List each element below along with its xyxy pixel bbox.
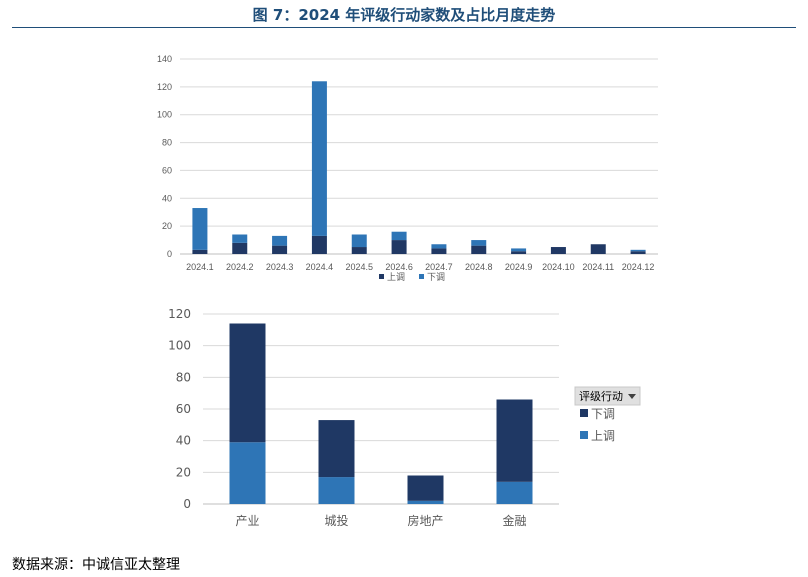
chart1-bar-upgrade [391, 240, 407, 254]
chart1-legend-swatch [419, 274, 424, 279]
chart2-bar-upgrade [318, 477, 355, 504]
chart1-x-tick: 2024.4 [306, 262, 334, 272]
chart2-y-tick: 0 [183, 497, 191, 511]
chart1-gridlines [180, 58, 658, 255]
chart2-y-tick: 60 [176, 402, 191, 416]
chart1-bar-downgrade [471, 240, 487, 246]
chart1-bar-upgrade [471, 245, 487, 254]
chart1-y-tick: 20 [162, 221, 172, 231]
chart1-bar-upgrade [590, 244, 606, 254]
chart1-bar-upgrade [511, 251, 527, 254]
chart2-legend-swatch [580, 409, 588, 417]
chart2-x-tick: 金融 [502, 513, 526, 528]
chart2-bar-downgrade [229, 323, 266, 443]
chart2-y-tick: 120 [168, 307, 191, 321]
chart2-legend-label: 上调 [591, 429, 615, 443]
chart1-x-tick: 2024.9 [505, 262, 533, 272]
chart2-bar-upgrade [407, 500, 444, 504]
chart2-legend-label: 下调 [591, 407, 615, 421]
chart1-bar-upgrade [630, 251, 646, 254]
chart1-x-tick: 2024.10 [542, 262, 575, 272]
chart1-legend-label: 下调 [427, 272, 445, 283]
chart1-x-tick: 2024.11 [582, 262, 614, 272]
chart1-bar-upgrade [351, 247, 367, 254]
chart2-x-tick: 产业 [235, 514, 259, 528]
chart1-y-tick: 60 [162, 165, 172, 175]
chart1-legend: 上调 下调 [379, 272, 445, 283]
chart1-x-tick: 2024.5 [345, 262, 373, 272]
chart1-bar-upgrade [272, 245, 288, 254]
chart1-bar-downgrade [511, 248, 527, 252]
chart1-bars [192, 81, 646, 254]
chart1-bar-upgrade [311, 235, 327, 254]
chart2-gridlines [203, 313, 559, 505]
legend-filter-button[interactable]: 评级行动 [574, 386, 641, 406]
legend-filter-title: 评级行动 [579, 390, 623, 403]
chart2-bar-downgrade [318, 420, 355, 478]
chart1-x-tick: 2024.8 [465, 262, 493, 272]
chart2-bars [229, 323, 533, 504]
chart2-bar-upgrade [496, 481, 533, 504]
chart2-bar-upgrade [229, 442, 266, 504]
chart2-y-tick: 100 [168, 339, 191, 353]
chart1-bar-downgrade [391, 231, 407, 241]
chart2-y-tick: 20 [176, 465, 191, 479]
chart1-x-tick: 2024.1 [186, 262, 214, 272]
chart1-bar-downgrade [311, 81, 327, 236]
chart1-legend-swatch [379, 274, 384, 279]
chart1-bar-downgrade [192, 208, 208, 250]
chart1-x-tick: 2024.6 [385, 262, 413, 272]
chart-title: 图 7：2024 年评级行动家数及占比月度走势 [252, 6, 556, 24]
title-divider [12, 27, 796, 28]
chart1-legend-label: 上调 [387, 272, 405, 283]
chart1-bar-upgrade [550, 247, 566, 254]
dropdown-arrow-icon [628, 394, 636, 399]
chart1-y-tick: 80 [162, 138, 172, 148]
chart2-legend-swatch [580, 431, 588, 439]
chart2-x-tick-labels: 产业 城投 房地产 金融 [235, 513, 526, 528]
chart1-x-tick: 2024.2 [226, 262, 254, 272]
chart1-x-tick: 2024.12 [622, 262, 655, 272]
chart2-bar-downgrade [496, 399, 533, 482]
chart2-x-tick: 城投 [324, 513, 348, 528]
chart1-bar-downgrade [431, 244, 447, 249]
chart2-x-tick: 房地产 [407, 513, 443, 528]
chart1-y-tick: 140 [157, 54, 172, 64]
chart2-y-tick: 40 [176, 434, 191, 448]
chart1-y-tick-labels: 0 20 40 60 80 100 120 140 [157, 54, 172, 259]
chart1-bar-downgrade [232, 234, 248, 243]
chart1-y-tick: 120 [157, 82, 172, 92]
chart1-x-tick-labels: 2024.1 2024.2 2024.3 2024.4 2024.5 2024.6 2024… [186, 262, 654, 272]
chart1-x-tick: 2024.3 [266, 262, 294, 272]
chart1-x-tick: 2024.7 [425, 262, 453, 272]
chart2-bar-downgrade [407, 475, 444, 501]
chart1-bar-downgrade [351, 234, 367, 248]
chart1-bar-upgrade [431, 248, 447, 254]
chart2-y-tick-labels: 0 20 40 60 80 100 120 [168, 307, 191, 511]
chart1-bar-upgrade [192, 249, 208, 254]
data-source-note: 数据来源：中诚信亚太整理 [12, 557, 180, 573]
chart1-y-tick: 40 [162, 193, 172, 203]
chart1-bar-downgrade [272, 235, 288, 246]
chart1-y-tick: 0 [167, 249, 172, 259]
chart2-y-tick: 80 [176, 370, 191, 384]
chart1-y-tick: 100 [157, 110, 172, 120]
chart1-bar-upgrade [232, 242, 248, 254]
chart1-bar-downgrade [630, 249, 646, 252]
legend-filter-background [574, 386, 641, 406]
